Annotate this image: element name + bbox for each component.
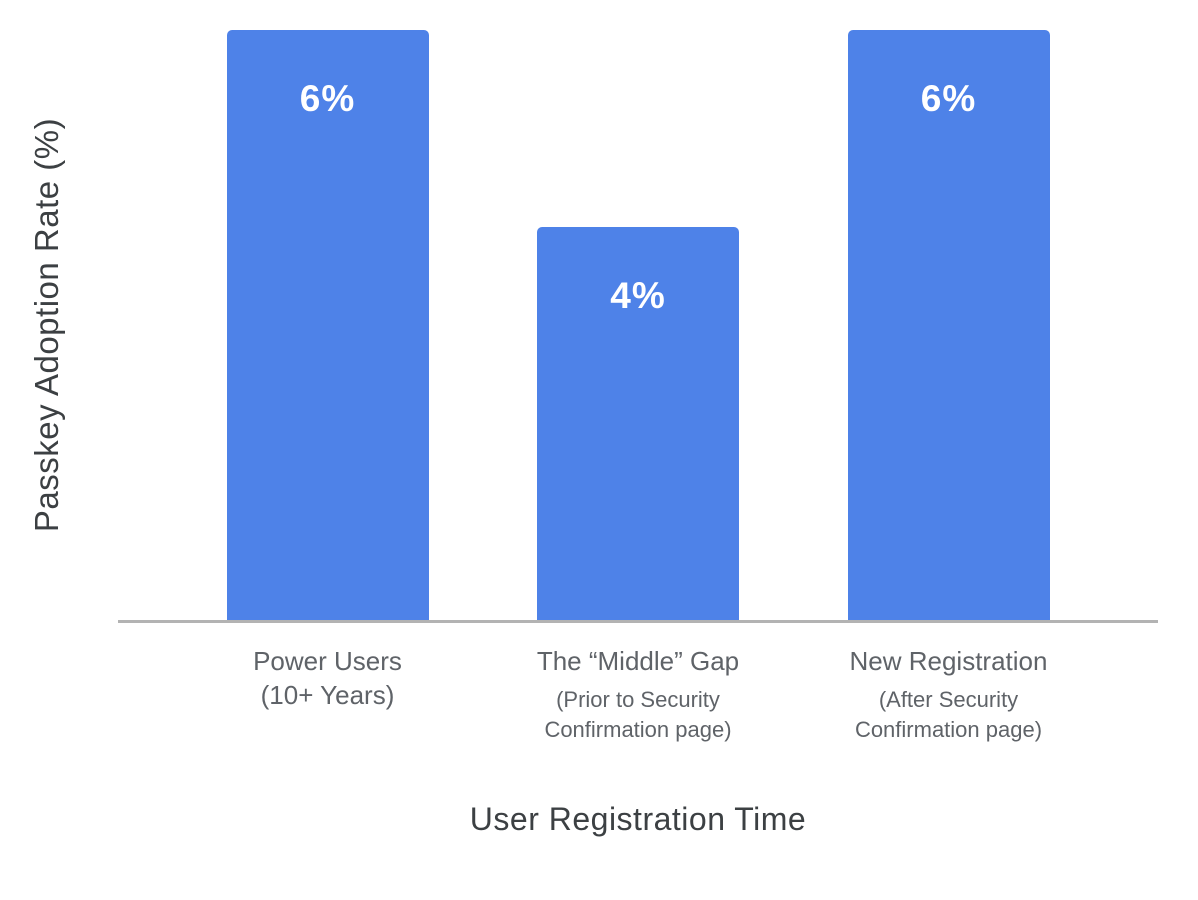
category-label-sub: (After Security xyxy=(878,687,1019,712)
bar: 4% xyxy=(537,227,739,622)
bar: 6% xyxy=(847,30,1050,622)
category-label: Power Users (10+ Years) xyxy=(158,644,498,712)
bars-container: 6% 4% 6% xyxy=(118,0,1158,622)
category-label: New Registration (After Security Confirmat… xyxy=(779,644,1119,745)
y-axis-label: Passkey Adoption Rate (%) xyxy=(28,117,65,533)
bar-value-label: 4% xyxy=(610,275,666,316)
plot-area: 6% 4% 6% Power Users (10+ Years) The “Middle… xyxy=(118,0,1158,900)
category-label-sub: (10+ Years) xyxy=(260,680,395,710)
x-axis-title: User Registration Time xyxy=(469,801,807,837)
category-label-sub: (Prior to Security xyxy=(556,687,720,712)
category-label-main: New Registration xyxy=(849,646,1048,676)
category-label-main: The “Middle” Gap xyxy=(536,646,740,676)
bar-value-label: 6% xyxy=(920,78,977,119)
x-axis-line xyxy=(118,620,1158,623)
category-label-main: Power Users xyxy=(253,646,402,676)
x-category-labels: Power Users (10+ Years) The “Middle” Gap (P… xyxy=(118,644,1158,764)
category-label-sub: Confirmation page) xyxy=(544,717,732,742)
category-label: The “Middle” Gap (Prior to Security Confir… xyxy=(468,644,808,745)
category-label-sub: Confirmation page) xyxy=(854,717,1043,742)
bar-value-label: 6% xyxy=(299,78,356,119)
bar: 6% xyxy=(226,30,429,622)
